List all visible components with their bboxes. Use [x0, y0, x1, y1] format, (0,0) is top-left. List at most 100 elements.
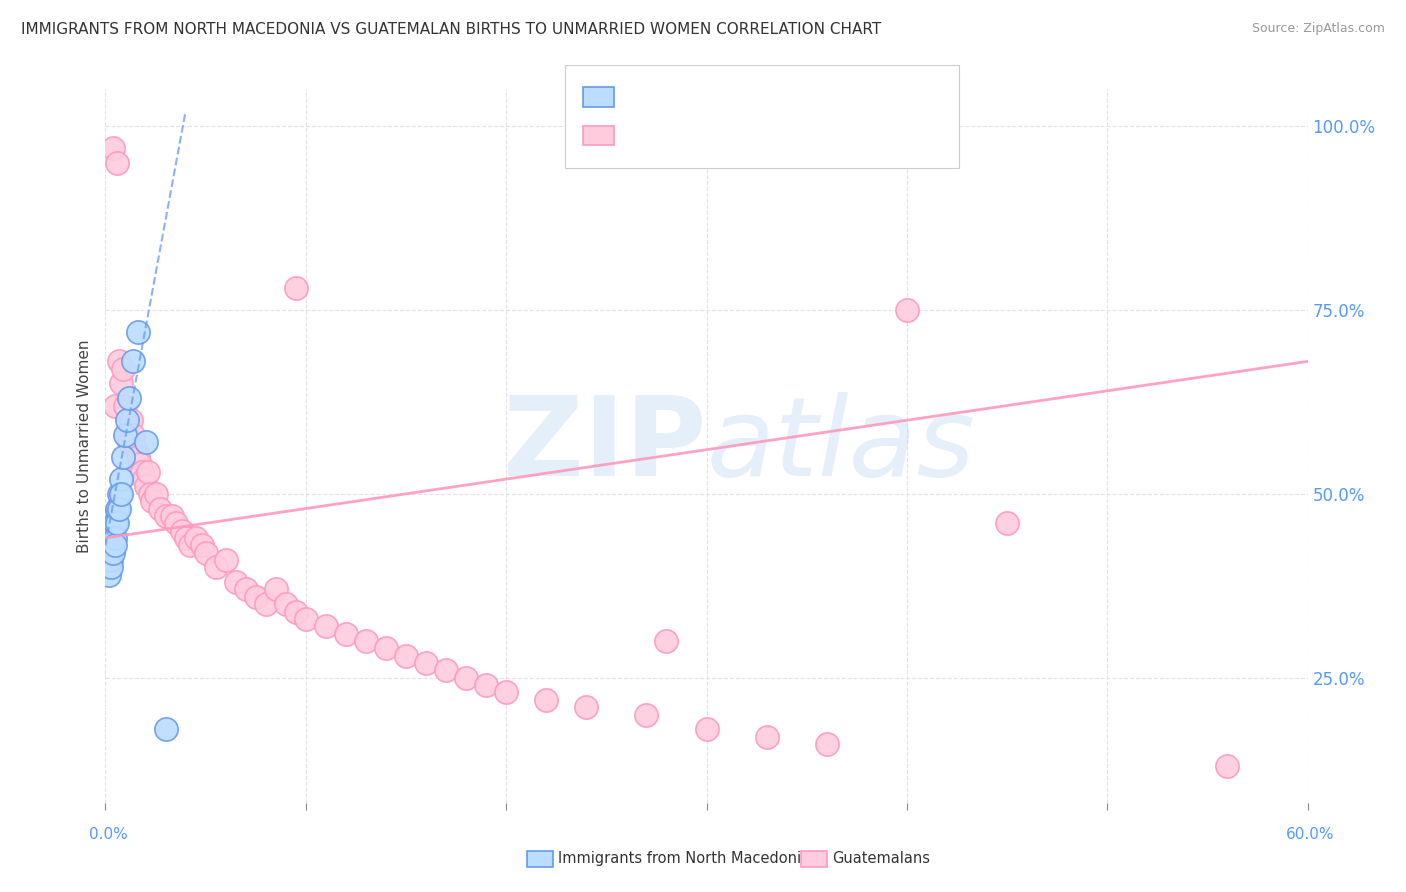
- Point: [136, 465, 159, 479]
- Point: [135, 435, 157, 450]
- Point: [454, 671, 477, 685]
- Point: [284, 605, 307, 619]
- Point: [118, 391, 141, 405]
- Point: [122, 428, 145, 442]
- Text: atlas: atlas: [707, 392, 976, 500]
- Point: [160, 508, 183, 523]
- Text: 0.0%: 0.0%: [89, 827, 128, 841]
- Point: [135, 479, 157, 493]
- Point: [112, 450, 135, 464]
- Point: [141, 494, 163, 508]
- Text: R = 0.231   N = 62: R = 0.231 N = 62: [623, 127, 793, 145]
- Point: [636, 707, 658, 722]
- Point: [98, 567, 121, 582]
- Text: Source: ZipAtlas.com: Source: ZipAtlas.com: [1251, 22, 1385, 36]
- Text: R = 0.285   N = 30: R = 0.285 N = 30: [623, 88, 793, 106]
- Point: [114, 428, 136, 442]
- Point: [104, 538, 127, 552]
- Point: [165, 516, 187, 531]
- Point: [170, 524, 193, 538]
- Point: [434, 664, 457, 678]
- Point: [148, 501, 170, 516]
- Point: [264, 582, 287, 597]
- Point: [100, 560, 122, 574]
- Point: [131, 465, 153, 479]
- Point: [114, 399, 136, 413]
- Point: [214, 553, 236, 567]
- Point: [110, 472, 132, 486]
- Point: [124, 442, 146, 457]
- Point: [179, 538, 201, 552]
- Point: [104, 516, 127, 531]
- Point: [104, 508, 127, 523]
- Text: Immigrants from North Macedonia: Immigrants from North Macedonia: [558, 852, 810, 866]
- Text: ZIP: ZIP: [503, 392, 707, 500]
- Point: [575, 700, 598, 714]
- Point: [100, 531, 122, 545]
- Text: IMMIGRANTS FROM NORTH MACEDONIA VS GUATEMALAN BIRTHS TO UNMARRIED WOMEN CORRELAT: IMMIGRANTS FROM NORTH MACEDONIA VS GUATE…: [21, 22, 882, 37]
- Point: [98, 553, 121, 567]
- Point: [284, 281, 307, 295]
- Point: [117, 428, 139, 442]
- Point: [104, 399, 127, 413]
- Point: [696, 723, 718, 737]
- Point: [495, 685, 517, 699]
- Point: [655, 634, 678, 648]
- Point: [96, 560, 118, 574]
- Point: [1216, 759, 1239, 773]
- Point: [274, 597, 297, 611]
- Point: [155, 723, 177, 737]
- Point: [128, 458, 150, 472]
- Point: [204, 560, 226, 574]
- Point: [374, 641, 398, 656]
- Point: [117, 413, 139, 427]
- Point: [100, 553, 122, 567]
- Point: [194, 546, 217, 560]
- Point: [122, 354, 145, 368]
- Point: [295, 612, 318, 626]
- Point: [118, 435, 141, 450]
- Point: [145, 487, 167, 501]
- Point: [190, 538, 212, 552]
- Point: [235, 582, 257, 597]
- Point: [108, 354, 131, 368]
- Point: [103, 516, 125, 531]
- Point: [896, 302, 918, 317]
- Point: [121, 413, 143, 427]
- Point: [184, 531, 207, 545]
- Point: [98, 538, 121, 552]
- Point: [155, 508, 177, 523]
- Point: [96, 546, 118, 560]
- Point: [415, 656, 437, 670]
- Point: [354, 634, 377, 648]
- Point: [315, 619, 337, 633]
- Point: [395, 648, 418, 663]
- Point: [475, 678, 498, 692]
- Point: [995, 516, 1018, 531]
- Point: [138, 487, 160, 501]
- Point: [174, 531, 197, 545]
- Point: [107, 501, 129, 516]
- Point: [108, 487, 131, 501]
- Point: [534, 693, 557, 707]
- Point: [103, 524, 125, 538]
- Point: [104, 531, 127, 545]
- Point: [225, 575, 247, 590]
- Point: [132, 472, 155, 486]
- Text: 60.0%: 60.0%: [1286, 827, 1334, 841]
- Y-axis label: Births to Unmarried Women: Births to Unmarried Women: [76, 339, 91, 553]
- Point: [815, 737, 838, 751]
- Point: [107, 516, 129, 531]
- Point: [755, 730, 778, 744]
- Point: [110, 487, 132, 501]
- Point: [108, 501, 131, 516]
- Point: [112, 361, 135, 376]
- Point: [103, 546, 125, 560]
- Point: [245, 590, 267, 604]
- Text: Guatemalans: Guatemalans: [832, 852, 931, 866]
- Point: [254, 597, 277, 611]
- Point: [107, 155, 129, 169]
- Point: [100, 538, 122, 552]
- Point: [127, 325, 149, 339]
- Point: [335, 626, 357, 640]
